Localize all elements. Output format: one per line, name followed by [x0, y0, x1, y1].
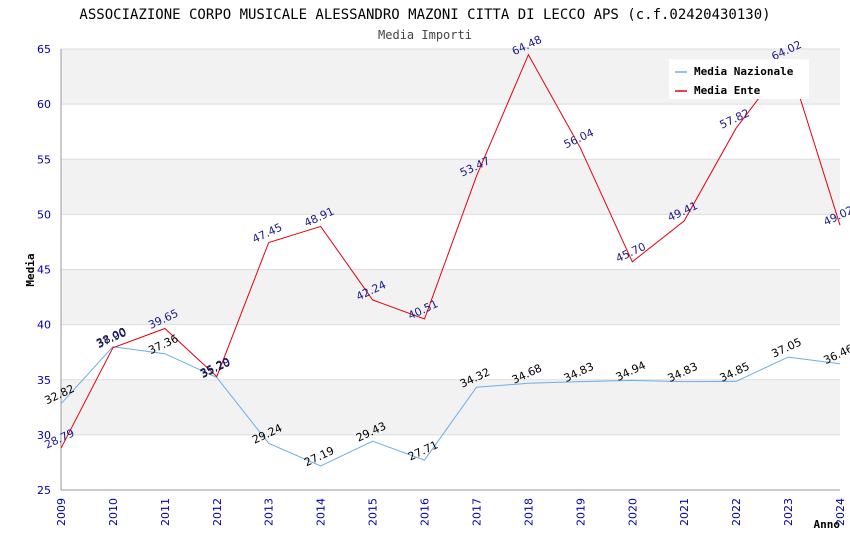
x-tick-label: 2022: [730, 498, 743, 526]
y-tick-label: 40: [37, 319, 51, 332]
y-tick-label: 50: [37, 208, 51, 221]
grid-band: [61, 104, 840, 160]
x-tick-label: 2017: [470, 498, 483, 526]
legend-label-nazionale: Media Nazionale: [694, 65, 794, 78]
y-tick-label: 55: [37, 153, 51, 166]
x-tick-label: 2023: [782, 498, 795, 526]
grid-band: [61, 159, 840, 215]
x-tick-label: 2021: [678, 498, 691, 526]
y-tick-label: 60: [37, 98, 51, 111]
x-tick-label: 2024: [834, 498, 847, 526]
legend-box: [669, 59, 809, 99]
series-lines: [60, 53, 841, 467]
grid-band: [61, 434, 840, 490]
x-tick-label: 2010: [107, 498, 120, 526]
y-tick-label: 65: [37, 43, 51, 56]
grid-band: [61, 379, 840, 435]
y-tick-label: 45: [37, 264, 51, 277]
x-tick-label: 2019: [574, 498, 587, 526]
y-tick-label: 35: [37, 374, 51, 387]
x-tick-label: 2015: [367, 498, 380, 526]
chart-subtitle: Media Importi: [378, 28, 472, 42]
y-tick-label: 25: [37, 484, 51, 497]
legend-label-ente: Media Ente: [694, 84, 761, 97]
x-tick-label: 2018: [522, 498, 535, 526]
x-tick-label: 2011: [159, 498, 172, 526]
x-tick-label: 2020: [626, 498, 639, 526]
axes: 25 30 35 40 45 50 55 60 65 2009 2010 2011 2012 2013 20…: [37, 43, 847, 526]
grid-band: [61, 214, 840, 270]
grid-band: [61, 269, 840, 325]
series-line-nazionale: [60, 346, 841, 467]
y-tick-label: 30: [37, 429, 51, 442]
x-tick-label: 2013: [263, 498, 276, 526]
x-tick-label: 2016: [419, 498, 432, 526]
y-axis-label: Media: [24, 253, 37, 286]
x-tick-label: 2012: [211, 498, 224, 526]
x-tick-label: 2009: [55, 498, 68, 526]
series-line-ente: [60, 53, 841, 449]
x-axis-label: Anno: [814, 518, 841, 531]
legend: Media Nazionale Media Ente: [669, 59, 809, 99]
grid-bands: [61, 48, 840, 491]
chart-title: ASSOCIAZIONE CORPO MUSICALE ALESSANDRO M…: [79, 7, 770, 23]
x-tick-label: 2014: [315, 498, 328, 526]
